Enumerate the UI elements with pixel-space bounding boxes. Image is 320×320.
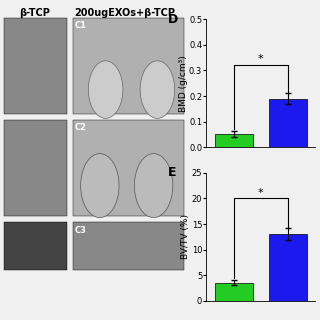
Bar (215, 134, 253, 147)
Circle shape (134, 154, 173, 218)
Circle shape (88, 61, 123, 118)
FancyBboxPatch shape (73, 222, 184, 270)
FancyBboxPatch shape (4, 18, 67, 114)
Text: C2: C2 (75, 123, 87, 132)
FancyBboxPatch shape (73, 120, 184, 216)
Bar (215, 283, 253, 301)
Bar (269, 99, 307, 147)
Text: C1: C1 (75, 21, 87, 30)
Text: β-TCP: β-TCP (19, 8, 50, 18)
Y-axis label: BV/TV (%): BV/TV (%) (181, 214, 190, 259)
Text: E: E (168, 166, 177, 180)
Y-axis label: BMD (g/cm³): BMD (g/cm³) (179, 55, 188, 112)
Circle shape (81, 154, 119, 218)
Bar (269, 234, 307, 301)
Circle shape (140, 61, 175, 118)
Text: *: * (258, 54, 264, 64)
Text: *: * (258, 188, 264, 198)
Text: 200ugEXOs+β-TCP: 200ugEXOs+β-TCP (74, 8, 175, 18)
Text: D: D (168, 13, 179, 26)
FancyBboxPatch shape (4, 222, 67, 270)
FancyBboxPatch shape (4, 120, 67, 216)
Text: C3: C3 (75, 226, 87, 235)
FancyBboxPatch shape (73, 18, 184, 114)
